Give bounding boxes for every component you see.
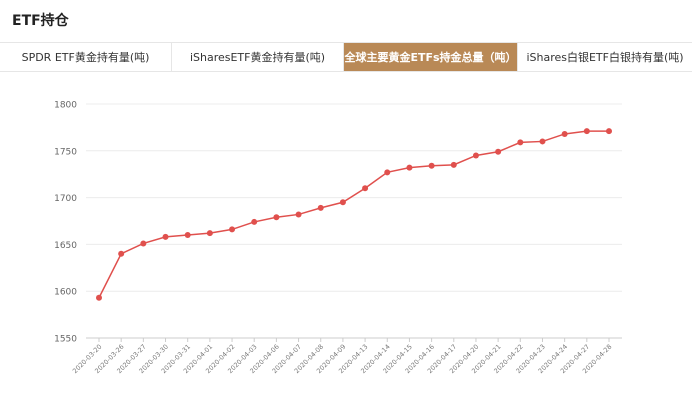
data-point[interactable]: [384, 169, 391, 176]
header: ETF持仓: [0, 0, 692, 40]
data-point[interactable]: [273, 214, 280, 221]
y-tick-label: 1800: [54, 101, 77, 111]
data-point[interactable]: [606, 128, 612, 135]
y-tick-label: 1550: [54, 335, 77, 345]
tab-global-gold-etfs[interactable]: 全球主要黄金ETFs持金总量（吨）: [344, 43, 518, 71]
line-chart: 1550 1600 1650 1700 1750 1800 2020-03-202020-…: [54, 101, 622, 375]
data-point[interactable]: [96, 294, 102, 301]
data-point[interactable]: [539, 138, 546, 145]
data-point[interactable]: [162, 233, 169, 240]
y-tick-label: 1750: [54, 147, 77, 157]
tab-ishares-gold[interactable]: iSharesETF黄金持有量(吨): [172, 43, 344, 71]
data-point[interactable]: [428, 162, 435, 169]
data-point[interactable]: [118, 250, 125, 257]
series-line: [98, 130, 609, 299]
tab-ishares-silver[interactable]: iShares白银ETF白银持有量(吨): [526, 51, 684, 64]
data-point[interactable]: [517, 139, 524, 146]
data-point[interactable]: [450, 161, 457, 168]
series-points: [96, 128, 612, 301]
data-point[interactable]: [472, 152, 479, 159]
tab-bar: SPDR ETF黄金持有量(吨) iSharesETF黄金持有量(吨) 全球主要…: [0, 42, 692, 72]
chart-container: 1550 1600 1650 1700 1750 1800 2020-03-20 2020-…: [0, 72, 692, 406]
page-title: ETF持仓: [12, 13, 69, 29]
grid-lines: [86, 103, 622, 339]
data-line: [98, 130, 609, 299]
data-point[interactable]: [561, 130, 568, 137]
y-tick-label: 1700: [54, 194, 77, 204]
data-point[interactable]: [229, 226, 236, 233]
data-point[interactable]: [295, 211, 302, 218]
y-tick-label: 1650: [54, 241, 77, 251]
data-point[interactable]: [362, 185, 369, 192]
tab-spdr-gold[interactable]: SPDR ETF黄金持有量(吨): [0, 43, 172, 71]
data-point[interactable]: [406, 164, 413, 171]
data-point[interactable]: [140, 240, 147, 247]
data-point[interactable]: [495, 148, 502, 155]
data-point[interactable]: [339, 199, 346, 206]
data-point[interactable]: [184, 232, 191, 239]
data-point[interactable]: [317, 204, 324, 211]
y-axis: 1550 1600 1650 1700 1750 1800: [54, 101, 77, 345]
data-point[interactable]: [206, 230, 213, 237]
data-point[interactable]: [583, 128, 590, 135]
y-tick-label: 1600: [54, 288, 77, 298]
x-axis: 2020-03-202020-03-262020-03-272020-03-30…: [71, 338, 613, 375]
data-point[interactable]: [251, 218, 258, 225]
